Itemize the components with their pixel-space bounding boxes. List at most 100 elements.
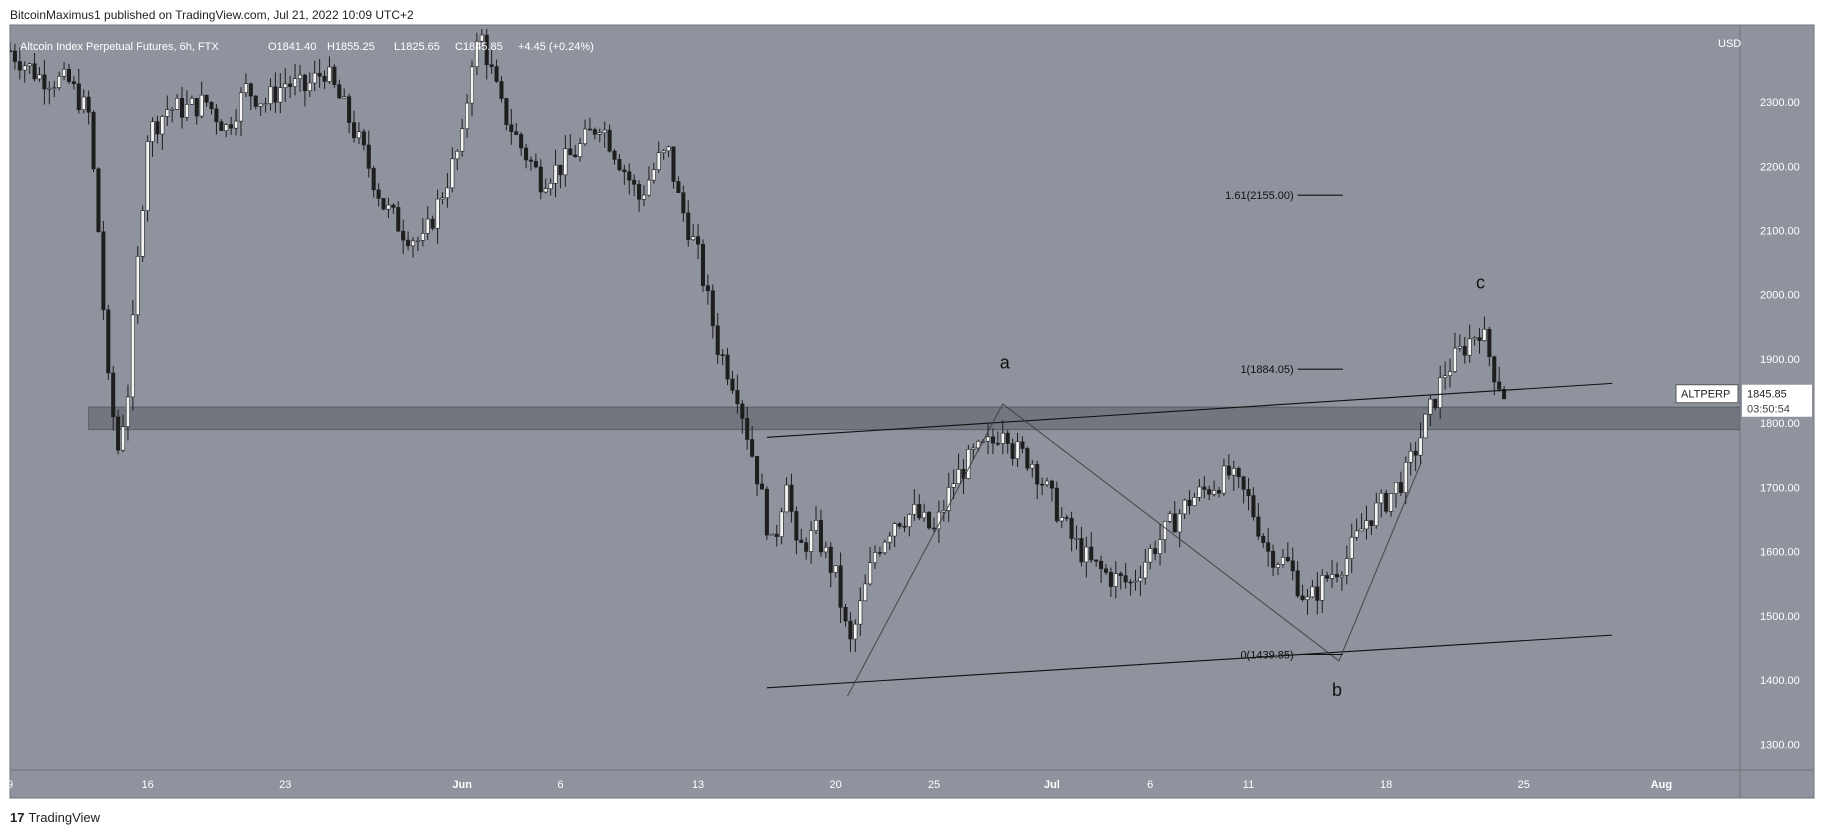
candle-body [838, 565, 843, 608]
candle-body [116, 416, 121, 451]
candle-body [1280, 556, 1285, 565]
candle [1241, 475, 1246, 504]
candle-body [1187, 499, 1192, 506]
candle [214, 104, 219, 135]
candle [1064, 514, 1069, 522]
candle [248, 82, 253, 111]
y-tick-label: 1900.00 [1760, 354, 1800, 366]
candle [1158, 524, 1163, 566]
candle [101, 220, 106, 321]
candle [524, 144, 529, 169]
candle-body [224, 124, 229, 131]
candle-body [951, 483, 956, 488]
candle-body [1094, 559, 1099, 562]
candle-body [1334, 574, 1340, 578]
candle [489, 49, 494, 74]
candle-body [22, 65, 27, 71]
candle-body [1452, 347, 1457, 372]
candle [912, 489, 917, 521]
candle [1172, 501, 1177, 533]
footer-brand: 17 TradingView [10, 810, 100, 825]
candle-body [1433, 398, 1438, 408]
candle [641, 185, 647, 207]
candle-body [312, 72, 317, 84]
candle [1162, 520, 1167, 553]
candle-body [489, 64, 494, 67]
candle [1403, 456, 1408, 505]
candle [224, 123, 229, 138]
candle-body [209, 101, 214, 110]
candle-body [1310, 586, 1315, 598]
candle [219, 119, 224, 131]
candle [199, 81, 204, 119]
plot-background[interactable] [10, 25, 1740, 770]
candle-body [268, 86, 273, 104]
candle-body [415, 240, 420, 242]
time-axis-background[interactable] [10, 770, 1814, 798]
candle-body [794, 511, 799, 541]
candle-body [1393, 482, 1398, 494]
wave-label: c [1476, 272, 1485, 292]
candle-body [1054, 487, 1059, 522]
candle [170, 107, 175, 123]
candle-body [1143, 561, 1148, 579]
candle-body [189, 98, 194, 105]
candle [1418, 422, 1423, 465]
candle-body [337, 84, 342, 99]
candle [1143, 548, 1148, 585]
candle [814, 505, 819, 535]
high-value: H1855.25 [327, 41, 375, 53]
candle [1487, 326, 1492, 367]
candle [1438, 365, 1443, 419]
candle [995, 431, 1000, 447]
candle [617, 154, 622, 172]
candle [27, 62, 32, 74]
candle [1502, 386, 1507, 400]
candle-body [1305, 596, 1310, 600]
candle [273, 72, 278, 113]
candle-body [1000, 432, 1005, 444]
candle-body [1448, 371, 1453, 376]
candle [892, 521, 897, 548]
candle-body [1231, 468, 1236, 476]
candle [578, 137, 583, 162]
candle-body [1069, 518, 1074, 539]
x-tick-label: 25 [928, 779, 940, 791]
candle [1015, 432, 1020, 467]
candle [730, 370, 735, 395]
y-tick-label: 2000.00 [1760, 290, 1800, 302]
candle-body [1182, 499, 1187, 515]
candle-body [1482, 328, 1487, 341]
candle [612, 148, 617, 165]
fib-level-label: 1.61(2155.00) [1225, 190, 1294, 202]
candle-body [907, 514, 912, 528]
candle-body [637, 184, 642, 200]
candle [209, 101, 214, 115]
low-value: L1825.65 [394, 41, 440, 53]
fib-level-label: 1(1884.05) [1240, 364, 1293, 376]
candle-body [995, 442, 1000, 445]
candle [1423, 413, 1428, 439]
candle [10, 41, 13, 53]
candle [86, 90, 91, 125]
candle-body [966, 448, 971, 479]
candle-body [1374, 502, 1379, 526]
candle-body [1172, 513, 1177, 533]
time-axis: 9 16 23 Jun 6 13 20 25 Jul 6 11 18 25 Aug [7, 779, 1672, 791]
candle [951, 469, 956, 500]
candle [278, 73, 283, 114]
candle-body [1079, 538, 1084, 563]
candle [47, 81, 52, 105]
candle-body [1138, 577, 1143, 582]
candle-body [420, 233, 425, 241]
candle [1040, 477, 1045, 496]
candle [1054, 481, 1059, 523]
x-tick-label: 16 [141, 779, 153, 791]
candle [646, 166, 651, 197]
candle [155, 115, 160, 144]
candle [573, 144, 578, 158]
candle-body [1040, 483, 1045, 486]
candle-body [755, 456, 760, 485]
candle [764, 486, 769, 540]
